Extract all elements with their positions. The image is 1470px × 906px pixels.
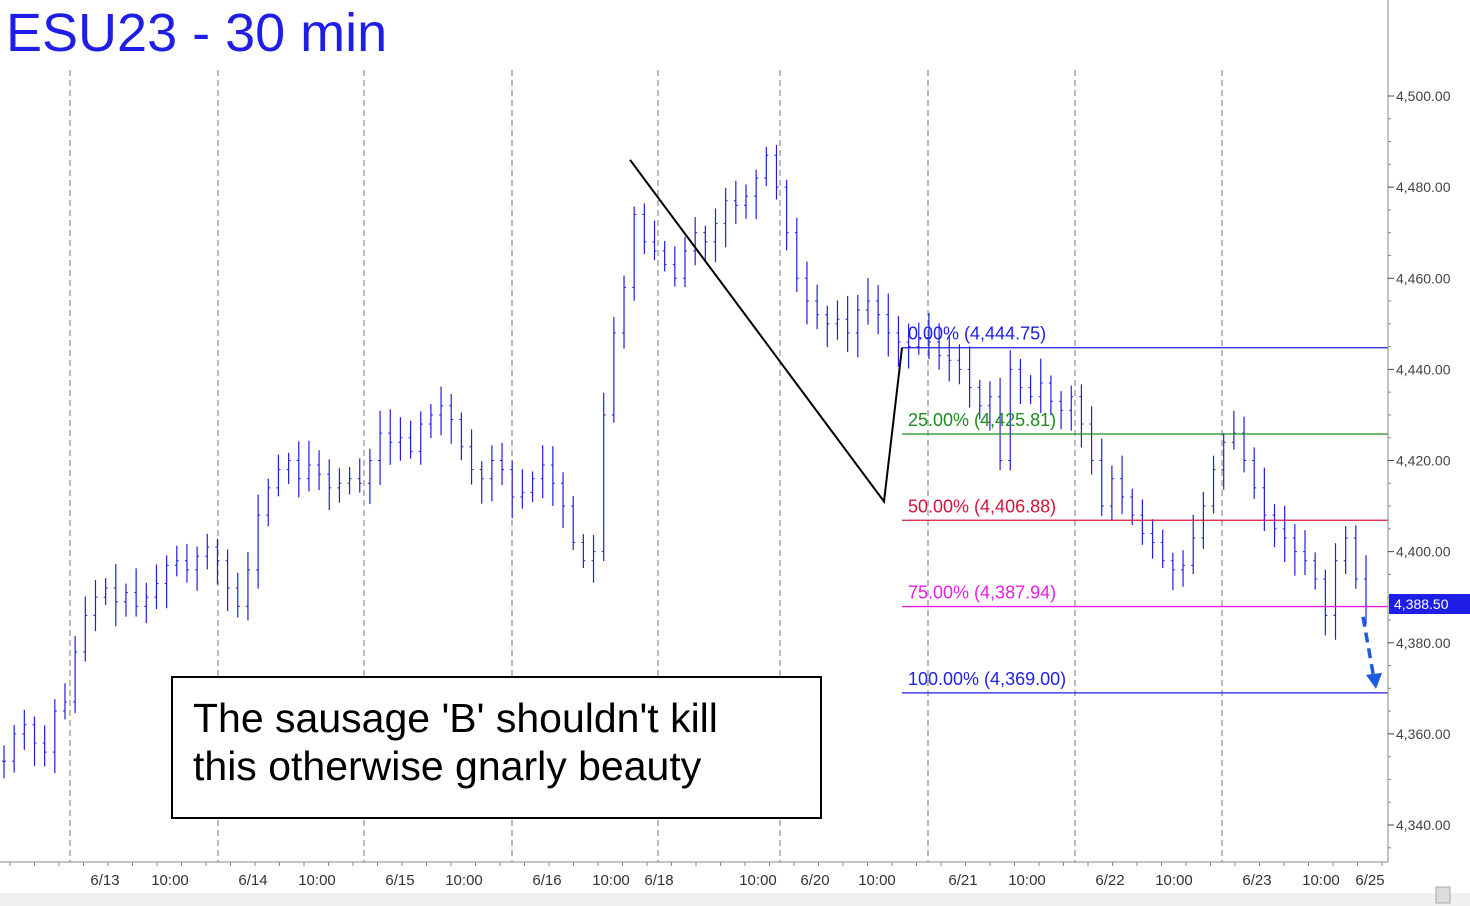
y-tick-label: 4,500.00: [1396, 88, 1451, 104]
y-tick-label: 4,360.00: [1396, 726, 1451, 742]
abc-trend-line: [629, 159, 903, 505]
fib-label: 100.00% (4,369.00): [908, 669, 1066, 689]
target-arrow-shaft: [1361, 616, 1376, 680]
fib-label: 0.00% (4,444.75): [908, 324, 1046, 344]
x-tick-label: 10:00: [1155, 872, 1193, 889]
scrollbar-button: [1435, 886, 1451, 904]
fib-levels: 0.00% (4,444.75) 25.00% (4,425.81) 50.00% …: [902, 324, 1388, 694]
annotation-box: The sausage 'B' shouldn't kill this othe…: [171, 676, 822, 819]
x-tick-label: 10:00: [151, 872, 189, 889]
chart-title: ESU23 - 30 min: [6, 3, 388, 63]
y-tick-label: 4,420.00: [1396, 453, 1451, 469]
target-arrowhead: [1366, 672, 1382, 689]
annotation-line-1: The sausage 'B' shouldn't kill: [193, 695, 718, 741]
scrollbar-track: [0, 893, 1470, 906]
x-tick-label: 6/21: [948, 872, 977, 889]
x-tick-label: 6/14: [238, 872, 267, 889]
annotation-line-2: this otherwise gnarly beauty: [193, 743, 702, 789]
x-tick-label: 10:00: [592, 872, 630, 889]
x-tick-label: 6/22: [1095, 872, 1124, 889]
fib-label: 25.00% (4,425.81): [908, 410, 1056, 430]
x-tick-label: 6/16: [532, 872, 561, 889]
y-tick-label: 4,380.00: [1396, 635, 1451, 651]
price-tag-box: [1389, 594, 1470, 615]
x-tick-label: 6/13: [90, 872, 119, 889]
y-tick-label: 4,440.00: [1396, 361, 1451, 377]
x-tick-label: 10:00: [1008, 872, 1046, 889]
x-tick-label: 6/23: [1242, 872, 1271, 889]
trend-line: [629, 159, 1382, 689]
x-tick-label: 10:00: [739, 872, 777, 889]
x-tick-label: 10:00: [298, 872, 336, 889]
x-tick-label: 6/25: [1355, 872, 1384, 889]
y-tick-label: 4,480.00: [1396, 179, 1451, 195]
y-tick-label: 4,460.00: [1396, 270, 1451, 286]
x-tick-label: 10:00: [858, 872, 896, 889]
y-tick-label: 4,340.00: [1396, 817, 1451, 833]
fib-label: 50.00% (4,406.88): [908, 496, 1056, 516]
x-tick-label: 6/15: [385, 872, 414, 889]
y-tick-label: 4,400.00: [1396, 544, 1451, 560]
price-tag-label: 4,388.50: [1394, 596, 1449, 612]
x-tick-label: 6/20: [800, 872, 829, 889]
x-tick-label: 6/18: [644, 872, 673, 889]
vertical-grid: [69, 70, 1223, 862]
x-tick-label: 10:00: [1302, 872, 1340, 889]
fib-label: 75.00% (4,387.94): [908, 583, 1056, 603]
x-tick-label: 10:00: [445, 872, 483, 889]
